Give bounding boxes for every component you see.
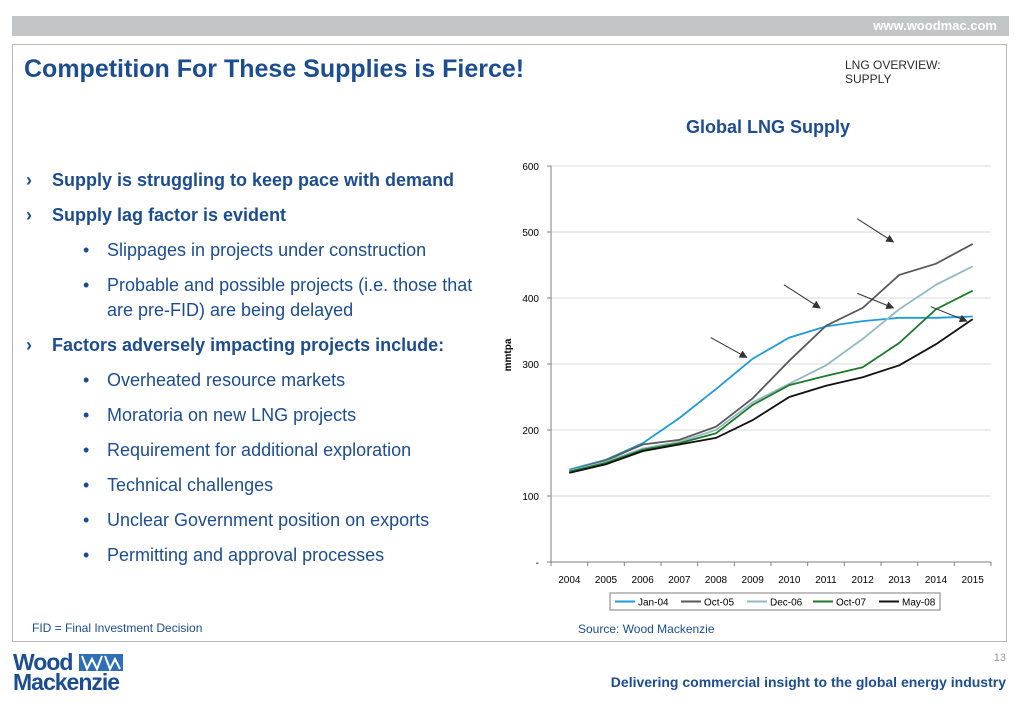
chart-title: Global LNG Supply [686, 117, 851, 137]
bullet-item: › Supply lag factor is evident [26, 203, 501, 228]
section-label: LNG OVERVIEW: SUPPLY [845, 58, 941, 86]
sub-bullet-item: • Technical challenges [26, 473, 501, 498]
tagline: Delivering commercial insight to the glo… [610, 674, 1006, 690]
page-number: 13 [993, 652, 1006, 664]
sub-bullet-item: • Slippages in projects under constructio… [26, 238, 501, 263]
logo-graphic: Wood Mackenzie [13, 649, 123, 695]
sub-bullet-item: • Moratoria on new LNG projects [26, 403, 501, 428]
sub-bullet-item: • Probable and possible projects (i.e. th… [26, 273, 501, 323]
dot-bullet-icon: • [83, 475, 90, 495]
logo-line2: Mackenzie [13, 669, 119, 695]
bullet-text: Permitting and approval processes [107, 545, 385, 565]
source-note: Source: Wood Mackenzie [578, 622, 715, 636]
sub-bullet-item: • Unclear Government position on exports [26, 508, 501, 533]
bullet-text: Requirement for additional exploration [107, 440, 412, 460]
slide-title: Competition For These Supplies is Fierce… [24, 55, 525, 83]
chevron-bullet-icon: › [26, 205, 32, 225]
chevron-bullet-icon: › [26, 335, 32, 355]
dot-bullet-icon: • [83, 370, 90, 390]
bullet-item: › Factors adversely impacting projects in… [26, 333, 501, 358]
dot-bullet-icon: • [83, 440, 90, 460]
bullet-text: Supply lag factor is evident [52, 205, 287, 225]
sub-bullet-item: • Requirement for additional exploration [26, 438, 501, 463]
bullet-text: Slippages in projects under construction [107, 240, 427, 260]
website-url[interactable]: www.woodmac.com [873, 18, 997, 33]
sub-bullet-item: • Permitting and approval processes [26, 543, 501, 568]
bullet-text: Overheated resource markets [107, 370, 346, 390]
bullet-text: Technical challenges [107, 475, 274, 495]
logo-line1: Wood [13, 650, 72, 675]
bullet-text: Supply is struggling to keep pace with d… [52, 170, 455, 190]
chevron-bullet-icon: › [26, 170, 32, 190]
bullet-text: Unclear Government position on exports [107, 510, 430, 530]
dot-bullet-icon: • [83, 240, 90, 260]
dot-bullet-icon: • [83, 510, 90, 530]
wood-mackenzie-logo: Wood Mackenzie [13, 649, 133, 700]
dot-bullet-icon: • [83, 545, 90, 565]
slide-frame [12, 44, 1007, 642]
bullet-item: › Supply is struggling to keep pace with … [26, 168, 501, 193]
footnote: FID = Final Investment Decision [32, 621, 203, 635]
logo-w-mark-icon [81, 655, 121, 672]
bullet-list: › Supply is struggling to keep pace with … [26, 168, 501, 578]
bullet-text: Moratoria on new LNG projects [107, 405, 357, 425]
dot-bullet-icon: • [83, 275, 90, 295]
dot-bullet-icon: • [83, 405, 90, 425]
sub-bullet-item: • Overheated resource markets [26, 368, 501, 393]
bullet-text: Probable and possible projects (i.e. tho… [107, 275, 473, 320]
top-bar: www.woodmac.com [12, 16, 1009, 36]
bullet-text: Factors adversely impacting projects inc… [52, 335, 445, 355]
